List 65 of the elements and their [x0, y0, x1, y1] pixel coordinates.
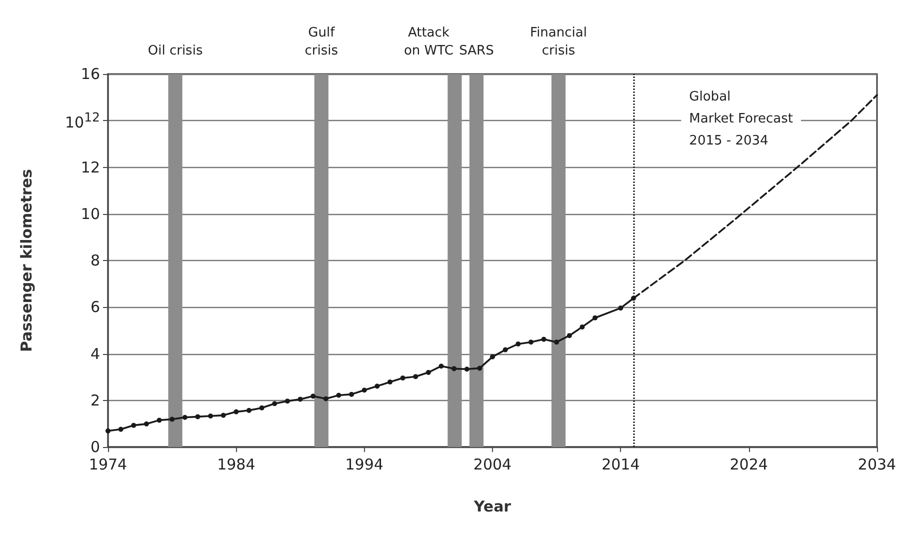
- y-tick-label: 4: [90, 344, 100, 363]
- x-tick-label: 1984: [217, 456, 256, 474]
- x-tick-label: 1974: [88, 456, 128, 474]
- x-tick-label: 1994: [345, 456, 384, 474]
- point: [400, 375, 406, 380]
- y-tick-label: 16: [80, 65, 100, 83]
- x-tick-label: 2024: [730, 456, 768, 474]
- x-axis-title: Year: [472, 498, 512, 516]
- y-axis-title: Passenger kilometres: [18, 168, 36, 352]
- point: [220, 412, 226, 418]
- band-label: SARS: [459, 44, 494, 58]
- point: [554, 340, 560, 345]
- point: [246, 408, 252, 413]
- point: [259, 405, 264, 410]
- point: [387, 379, 392, 384]
- point: [618, 306, 624, 311]
- y-tick-label: 12: [80, 158, 100, 176]
- point: [336, 392, 342, 398]
- point: [310, 394, 316, 399]
- point: [541, 336, 546, 342]
- annotation: Global Market Forecast 2015 - 2034: [689, 90, 794, 148]
- point: [208, 413, 214, 418]
- point: [170, 416, 175, 422]
- point: [195, 414, 200, 420]
- point: [566, 333, 572, 338]
- point: [528, 340, 534, 345]
- point: [272, 401, 278, 406]
- point: [452, 366, 457, 372]
- x-tick-label: 2014: [602, 456, 640, 474]
- point: [349, 392, 354, 397]
- point: [362, 388, 367, 393]
- point: [156, 418, 162, 423]
- point: [284, 398, 290, 404]
- point: [374, 384, 380, 389]
- x-tick-label: 2034: [858, 456, 896, 474]
- point: [592, 315, 598, 320]
- text: 10$^{12}$: [65, 110, 100, 132]
- point: [477, 366, 482, 371]
- y-tick-label: 8: [90, 252, 100, 270]
- point: [182, 414, 188, 420]
- point: [106, 428, 110, 434]
- point: [234, 409, 239, 414]
- point: [413, 374, 418, 380]
- band-label: Attack on WTC: [404, 26, 454, 58]
- point: [323, 396, 328, 402]
- point: [426, 370, 431, 375]
- y-tick-label: 2: [90, 391, 100, 410]
- band-label: Financial crisis: [530, 26, 587, 58]
- point: [516, 341, 521, 346]
- y-tick-label: 0: [90, 438, 100, 456]
- band-label: Gulf crisis: [304, 26, 338, 58]
- point: [131, 422, 136, 428]
- band-label: Oil crisis: [148, 44, 203, 58]
- x-tick-label: 2004: [473, 456, 512, 474]
- point: [490, 354, 495, 360]
- point: [438, 364, 444, 369]
- point: [144, 421, 149, 426]
- y-tick-label: 6: [90, 298, 100, 316]
- point: [502, 347, 508, 352]
- y-tick-label: 10: [80, 204, 100, 223]
- point: [298, 396, 303, 402]
- point: [580, 324, 585, 330]
- point: [630, 296, 636, 301]
- point: [464, 366, 470, 372]
- point: [118, 426, 124, 432]
